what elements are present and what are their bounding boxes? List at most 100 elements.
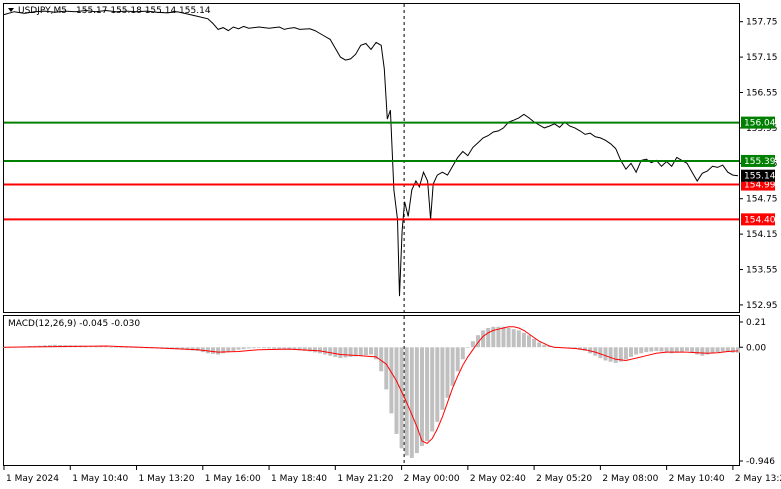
- macd-histogram-bar: [593, 347, 598, 356]
- price-y-axis: 157.75157.15156.55155.95155.35154.75154.…: [739, 18, 778, 311]
- macd-histogram-bar: [659, 347, 664, 352]
- macd-histogram-bar: [216, 347, 221, 355]
- macd-histogram-bar: [476, 335, 480, 348]
- macd-histogram-bar: [435, 347, 440, 422]
- level-price-box: [741, 154, 775, 167]
- macd-tick-label: -0.946: [746, 457, 775, 467]
- macd-histogram-bar: [537, 342, 542, 348]
- macd-histogram-bar: [521, 332, 526, 348]
- macd-histogram-bar: [598, 347, 603, 359]
- macd-histogram-bar: [2, 347, 6, 348]
- price-tick-label: 154.15: [746, 230, 778, 240]
- price-tick-label: 152.95: [746, 301, 778, 311]
- macd-histogram-bar: [389, 347, 394, 414]
- macd-histogram-bar: [710, 347, 715, 354]
- macd-histogram-bar: [318, 347, 322, 354]
- macd-histogram-bar: [256, 347, 261, 348]
- macd-histogram-bar: [690, 347, 695, 353]
- time-tick-label: 2 May 13:20: [735, 474, 781, 484]
- macd-histogram-bar: [588, 347, 593, 354]
- macd-signal-line: [3, 326, 739, 444]
- macd-histogram-bar: [567, 347, 572, 348]
- macd-histogram-bar: [420, 347, 424, 446]
- macd-panel: [2, 326, 740, 458]
- macd-histogram-bar: [496, 326, 501, 348]
- macd-histogram-bar: [654, 347, 659, 351]
- macd-histogram-bar: [221, 347, 226, 354]
- time-tick-label: 1 May 16:00: [205, 474, 261, 484]
- macd-histogram-bar: [246, 347, 251, 349]
- macd-histogram-bar: [119, 347, 124, 348]
- macd-histogram-bar: [547, 346, 552, 348]
- macd-histogram-bar: [715, 347, 720, 353]
- macd-histogram-bar: [262, 347, 266, 349]
- macd-histogram-bar: [241, 347, 246, 350]
- macd-histogram-bar: [124, 347, 129, 348]
- macd-histogram-bar: [338, 347, 343, 359]
- level-price-box: [741, 213, 775, 226]
- macd-histogram-bar: [190, 347, 195, 351]
- time-tick-label: 2 May 10:40: [669, 474, 725, 484]
- macd-histogram-bar: [669, 347, 674, 354]
- macd-histogram-bar: [679, 347, 684, 353]
- price-tick-label: 153.55: [746, 266, 778, 276]
- macd-histogram-bar: [440, 347, 445, 410]
- macd-histogram-bar: [583, 347, 588, 351]
- macd-histogram-bar: [481, 330, 486, 348]
- macd-tick-label: 0.21: [746, 318, 766, 328]
- time-tick-label: 2 May 05:20: [536, 474, 592, 484]
- macd-histogram-bar: [511, 329, 516, 348]
- macd-title: MACD(12,26,9) -0.045 -0.030: [8, 319, 140, 329]
- macd-histogram-bar: [277, 347, 282, 350]
- header-dropdown-icon[interactable]: [8, 8, 14, 12]
- macd-histogram-bar: [414, 347, 419, 454]
- macd-histogram-bar: [725, 347, 730, 353]
- macd-histogram-bar: [516, 330, 521, 348]
- time-tick-label: 2 May 08:00: [602, 474, 658, 484]
- price-tick-label: 154.75: [746, 195, 778, 205]
- macd-histogram-bar: [720, 347, 725, 352]
- macd-histogram-bar: [705, 347, 710, 355]
- macd-histogram-bar: [465, 347, 470, 348]
- macd-histogram-bar: [501, 326, 506, 348]
- macd-histogram-bar: [384, 347, 389, 390]
- ohlc-values: 155.17 155.18 155.14 155.14: [76, 6, 211, 16]
- macd-histogram-bar: [425, 347, 430, 442]
- macd-histogram-bar: [455, 347, 460, 372]
- price-panel-frame: [3, 3, 740, 313]
- macd-histogram-bar: [603, 347, 608, 361]
- macd-histogram-bar: [297, 347, 302, 351]
- macd-histogram-bar: [409, 347, 414, 458]
- macd-histogram-bar: [618, 347, 623, 362]
- macd-histogram-bar: [333, 347, 338, 357]
- level-price-label: 154.99: [744, 181, 776, 191]
- macd-histogram-bar: [527, 335, 531, 348]
- macd-histogram-bar: [572, 347, 577, 349]
- macd-histogram-bar: [644, 347, 649, 353]
- macd-histogram-bar: [491, 326, 496, 348]
- price-tick-label: 157.15: [746, 53, 778, 63]
- macd-histogram-bar: [200, 347, 205, 353]
- macd-histogram-bar: [399, 347, 404, 449]
- macd-histogram-bar: [470, 341, 475, 348]
- current-price-box: [741, 169, 775, 182]
- macd-histogram-bar: [649, 347, 654, 352]
- macd-histogram-bar: [251, 347, 256, 349]
- time-tick-label: 1 May 2024: [6, 474, 59, 484]
- macd-histogram-bar: [114, 347, 119, 348]
- macd-histogram-bar: [674, 347, 679, 353]
- macd-histogram-bar: [282, 347, 287, 350]
- macd-histogram-bar: [287, 347, 292, 350]
- macd-histogram-bar: [312, 347, 317, 353]
- macd-histogram-bar: [348, 347, 353, 357]
- macd-histogram-bar: [129, 347, 134, 348]
- time-tick-label: 2 May 00:00: [404, 474, 460, 484]
- macd-histogram-bar: [379, 347, 384, 372]
- macd-tick-label: 0.00: [746, 343, 766, 353]
- macd-histogram-bar: [404, 347, 409, 456]
- macd-histogram-bar: [134, 347, 139, 348]
- macd-histogram-bar: [629, 347, 633, 357]
- macd-histogram-bar: [532, 338, 537, 348]
